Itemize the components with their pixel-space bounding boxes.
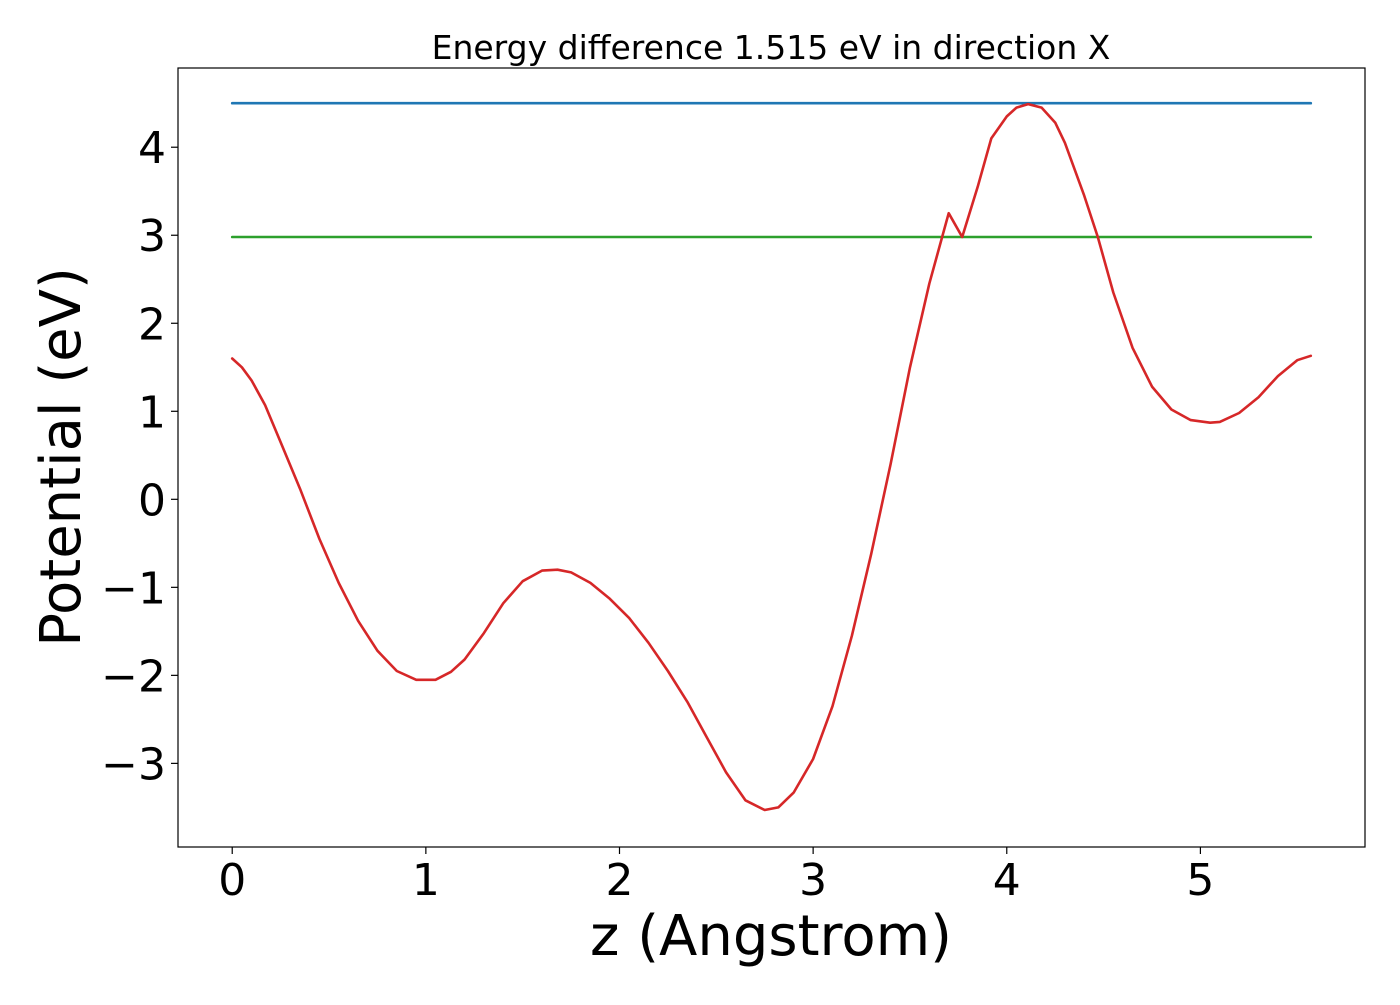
y-tick-label: −2 [101,651,166,702]
x-axis-label: z (Angstrom) [590,904,952,969]
x-tick-label: 5 [1186,855,1214,906]
x-tick-label: 2 [605,855,633,906]
y-tick-label: 1 [138,387,166,438]
series-layer [230,101,1313,812]
x-tick-label: 0 [218,855,246,906]
chart-title: Energy difference 1.515 eV in direction … [432,28,1111,67]
y-tick-label: 4 [138,123,166,174]
x-tick-label: 1 [412,855,440,906]
y-tick-label: 2 [138,299,166,350]
y-axis-label: Potential (eV) [29,267,94,647]
y-tick-label: 0 [138,475,166,526]
axes-layer: 0 1 2 3 4 5 −3 −2 −1 0 1 2 3 4 [101,123,1214,906]
y-tick-label: −3 [101,739,166,790]
y-tick-label: 3 [138,211,166,262]
y-tick-label: −1 [101,563,166,614]
plot-frame [177,67,1366,848]
x-tick-label: 4 [993,855,1021,906]
series-line-2 [230,102,1313,812]
x-tick-label: 3 [799,855,827,906]
